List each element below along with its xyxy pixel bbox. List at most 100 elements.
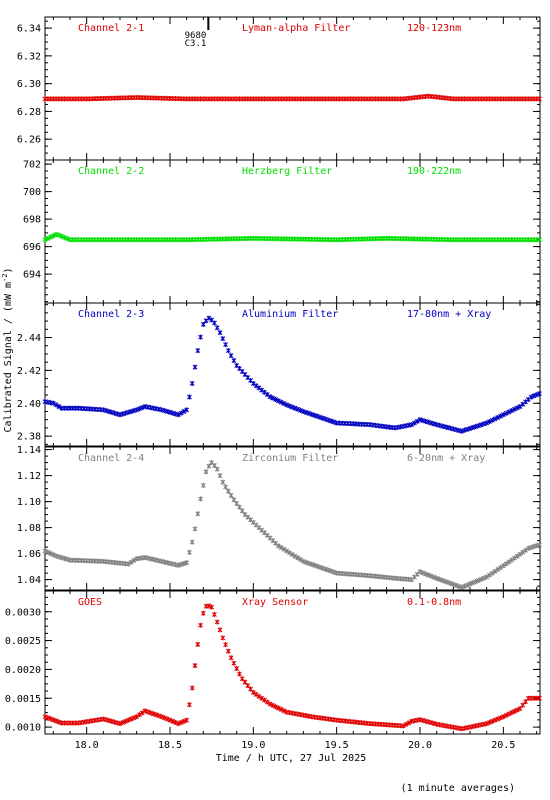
data-point: [292, 553, 298, 559]
data-point: [273, 396, 278, 402]
series-points: [42, 460, 542, 590]
panel-label: Channel 2-2: [78, 166, 144, 177]
data-point: [281, 708, 287, 714]
data-point: [448, 580, 453, 586]
data-point: [484, 721, 490, 727]
data-point: [267, 394, 273, 400]
data-point: [512, 555, 517, 561]
data-point: [275, 398, 281, 404]
x-tick-label: 19.5: [325, 740, 349, 751]
panel-label: Herzberg Filter: [242, 166, 332, 177]
data-point: [531, 544, 537, 550]
data-point: [56, 404, 62, 410]
data-point: [214, 466, 220, 472]
data-point: [195, 641, 201, 647]
x-tick-label: 20.5: [491, 740, 515, 751]
data-point: [192, 526, 198, 532]
data-point: [206, 315, 212, 321]
panel-label: 0.1-0.8nm: [407, 597, 461, 608]
data-point: [134, 714, 140, 720]
data-point: [148, 710, 153, 716]
data-point: [206, 463, 212, 469]
data-point: [528, 544, 534, 550]
data-point: [514, 553, 520, 559]
data-point: [300, 558, 306, 564]
data-point: [467, 581, 473, 587]
y-tick-label: 1.10: [17, 497, 41, 508]
data-point: [228, 353, 234, 359]
y-tick-label: 6.32: [17, 51, 41, 62]
data-point: [295, 555, 301, 561]
y-tick-label: 1.04: [17, 575, 41, 586]
data-point: [484, 420, 490, 426]
data-point: [323, 416, 328, 422]
panel-label: Zirconium Filter: [242, 453, 338, 464]
data-point: [56, 232, 62, 238]
data-point: [198, 496, 203, 502]
y-tick-label: 2.44: [17, 333, 41, 344]
panel-label: GOES: [78, 597, 102, 608]
data-point: [478, 422, 484, 428]
data-point: [64, 236, 70, 242]
data-point: [256, 693, 262, 699]
data-point: [256, 385, 262, 391]
data-point: [217, 473, 223, 479]
data-point: [473, 424, 478, 430]
data-point: [253, 691, 259, 697]
data-point: [281, 401, 287, 407]
data-point: [420, 570, 426, 576]
data-point: [259, 695, 265, 701]
panel-label: Aluminium Filter: [242, 309, 338, 320]
data-point: [50, 552, 56, 558]
data-point: [445, 579, 451, 585]
data-point: [48, 550, 53, 556]
data-point: [509, 710, 515, 716]
data-point: [506, 409, 512, 415]
data-point: [187, 394, 192, 400]
data-point: [234, 666, 240, 672]
data-point: [312, 562, 317, 568]
data-point: [181, 408, 187, 414]
data-point: [314, 413, 320, 419]
data-point: [325, 417, 331, 423]
data-point: [525, 397, 531, 403]
data-point: [437, 576, 442, 582]
data-point: [459, 428, 465, 434]
data-point: [328, 418, 334, 424]
data-point: [531, 393, 537, 399]
data-point: [134, 407, 140, 413]
data-point: [314, 563, 320, 569]
footnote: (1 minute averages): [401, 783, 515, 794]
data-point: [442, 578, 448, 584]
data-point: [48, 716, 53, 722]
data-point: [164, 716, 170, 722]
y-tick-label: 0.0020: [5, 665, 41, 676]
y-tick-label: 1.06: [17, 549, 41, 560]
panel-channel-2-1: 6.26 6.28 6.30 6.32 6.34 Channel 2-1 Lyman-alp…: [17, 16, 542, 161]
data-point: [53, 718, 59, 724]
data-point: [187, 702, 192, 708]
data-point: [284, 548, 290, 554]
data-point: [500, 714, 506, 720]
data-point: [184, 717, 190, 723]
data-point: [478, 576, 484, 582]
panel-frame: [44, 302, 541, 447]
data-point: [192, 663, 198, 669]
data-point: [298, 407, 303, 413]
panel-channel-2-3: 2.38 2.40 2.42 2.44 Channel 2-3 Aluminium Fil…: [17, 302, 542, 447]
data-point: [170, 718, 176, 724]
data-point: [200, 482, 206, 488]
data-point: [125, 717, 131, 723]
data-point: [537, 96, 542, 102]
data-point: [264, 699, 270, 705]
series-points: [42, 93, 542, 102]
data-point: [498, 413, 503, 419]
y-tick-label: 2.38: [17, 432, 41, 443]
data-point: [131, 715, 137, 721]
panel-channel-2-2: 694 696 698 700 702 Channel 2-2 Herzberg Filte…: [23, 159, 542, 304]
data-point: [139, 405, 145, 411]
data-point: [295, 406, 301, 412]
data-point: [45, 235, 51, 241]
data-point: [239, 508, 245, 514]
